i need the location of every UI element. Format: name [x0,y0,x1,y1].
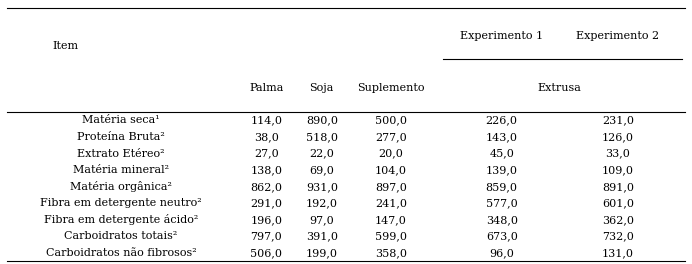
Text: 97,0: 97,0 [309,215,334,225]
Text: 22,0: 22,0 [309,149,334,159]
Text: 358,0: 358,0 [375,248,407,258]
Text: 599,0: 599,0 [375,232,407,242]
Text: 500,0: 500,0 [375,115,407,125]
Text: 114,0: 114,0 [251,115,282,125]
Text: 348,0: 348,0 [486,215,518,225]
Text: 506,0: 506,0 [251,248,282,258]
Text: Suplemento: Suplemento [357,83,425,93]
Text: 277,0: 277,0 [375,132,407,142]
Text: 391,0: 391,0 [306,232,338,242]
Text: 131,0: 131,0 [602,248,634,258]
Text: 577,0: 577,0 [486,198,518,208]
Text: 38,0: 38,0 [254,132,279,142]
Text: 862,0: 862,0 [251,182,282,192]
Text: 104,0: 104,0 [375,165,407,175]
Text: Fibra em detergente ácido²: Fibra em detergente ácido² [44,214,199,225]
Text: 69,0: 69,0 [309,165,334,175]
Text: 138,0: 138,0 [251,165,282,175]
Text: Matéria orgânica²: Matéria orgânica² [70,181,172,192]
Text: 859,0: 859,0 [486,182,518,192]
Text: 732,0: 732,0 [602,232,634,242]
Text: 897,0: 897,0 [375,182,407,192]
Text: 362,0: 362,0 [602,215,634,225]
Text: Proteína Bruta²: Proteína Bruta² [78,132,165,142]
Text: 890,0: 890,0 [306,115,338,125]
Text: Experimento 2: Experimento 2 [576,31,659,41]
Text: 291,0: 291,0 [251,198,282,208]
Text: Soja: Soja [309,83,334,93]
Text: 241,0: 241,0 [375,198,407,208]
Text: 199,0: 199,0 [306,248,338,258]
Text: 109,0: 109,0 [602,165,634,175]
Text: 27,0: 27,0 [254,149,279,159]
Text: 96,0: 96,0 [489,248,514,258]
Text: Palma: Palma [249,83,284,93]
Text: 891,0: 891,0 [602,182,634,192]
Text: 33,0: 33,0 [606,149,630,159]
Text: Fibra em detergente neutro²: Fibra em detergente neutro² [40,198,202,208]
Text: 20,0: 20,0 [379,149,403,159]
Text: 45,0: 45,0 [489,149,514,159]
Text: 673,0: 673,0 [486,232,518,242]
Text: 601,0: 601,0 [602,198,634,208]
Text: Experimento 1: Experimento 1 [460,31,543,41]
Text: Carboidratos não fibrosos²: Carboidratos não fibrosos² [46,248,197,258]
Text: 226,0: 226,0 [486,115,518,125]
Text: 147,0: 147,0 [375,215,407,225]
Text: Item: Item [53,41,79,50]
Text: 931,0: 931,0 [306,182,338,192]
Text: 231,0: 231,0 [602,115,634,125]
Text: Carboidratos totais²: Carboidratos totais² [64,232,178,242]
Text: 192,0: 192,0 [306,198,338,208]
Text: 797,0: 797,0 [251,232,282,242]
Text: Extrusa: Extrusa [538,83,582,93]
Text: 126,0: 126,0 [602,132,634,142]
Text: 196,0: 196,0 [251,215,282,225]
Text: Extrato Etéreo²: Extrato Etéreo² [78,149,165,159]
Text: 518,0: 518,0 [306,132,338,142]
Text: 143,0: 143,0 [486,132,518,142]
Text: Matéria seca¹: Matéria seca¹ [82,115,160,125]
Text: 139,0: 139,0 [486,165,518,175]
Text: Matéria mineral²: Matéria mineral² [73,165,169,175]
